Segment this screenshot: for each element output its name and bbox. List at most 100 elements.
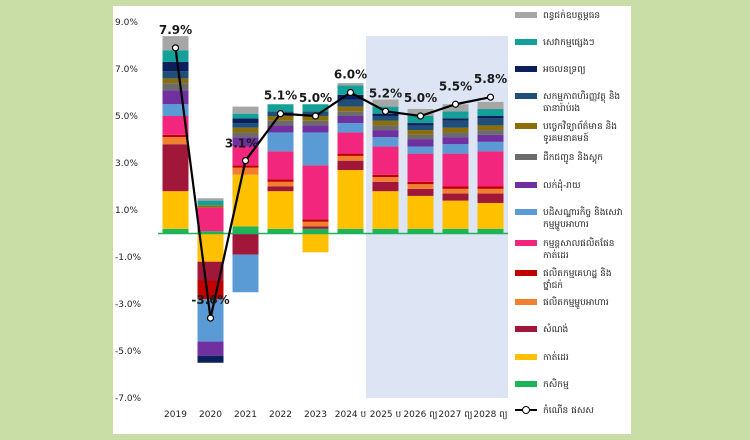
- legend-swatch: [515, 123, 537, 129]
- gdp-growth-label: 5.5%: [439, 79, 472, 93]
- bar-segment-3: [232, 233, 259, 255]
- legend-label: កម្មន្តសាលផលិតផែនកាត់ដេរ: [543, 239, 615, 261]
- y-tick-label: 3.0%: [115, 159, 138, 169]
- bar-segment-1: [197, 231, 224, 234]
- legend-swatch: [515, 12, 537, 18]
- x-tick-label: 2028 ព្យ: [473, 410, 507, 420]
- bar-segment-8: [197, 341, 224, 356]
- bar-segment-3: [302, 226, 329, 229]
- bar-segment-5: [267, 179, 294, 182]
- bar-segment-9: [162, 83, 189, 91]
- bar-segment-12: [477, 116, 504, 119]
- x-tick-label: 2021: [234, 410, 257, 420]
- legend-label: បដិសណ្ឋារកិច្ច និងសេវាកម្មម្ហូបអាហារ: [543, 208, 623, 230]
- legend-swatch: [515, 240, 537, 246]
- bar-segment-10: [162, 78, 189, 84]
- x-tick-label: 2023: [304, 410, 327, 420]
- bar-segment-13: [267, 104, 294, 112]
- legend-swatch: [515, 354, 537, 360]
- legend-label: បច្ចេកវិទ្យាព័ត៌មាន និងទូរគមនាគមន៍: [543, 122, 617, 144]
- bar-segment-9: [407, 134, 434, 140]
- bar-segment-11: [407, 125, 434, 131]
- bar-segment-1: [372, 228, 399, 234]
- bar-segment-13: [197, 200, 224, 206]
- legend-label: កសិកម្ម: [543, 380, 569, 390]
- bar-segment-2: [302, 233, 329, 253]
- bar-segment-9: [302, 120, 329, 126]
- bar-segment-4: [442, 188, 469, 194]
- legend-label: លក់ដុំ-រាយ: [543, 181, 581, 191]
- legend-label: សកម្មភាពហិរញ្ញវត្ថុ និងធានារ៉ាប់រង: [543, 92, 621, 114]
- gdp-growth-label: 6.0%: [334, 68, 367, 82]
- bar-segment-11: [337, 99, 364, 107]
- bar-segment-10: [407, 130, 434, 135]
- y-tick-label: 9.0%: [115, 18, 138, 28]
- bar-segment-10: [372, 120, 399, 126]
- bar-segment-7: [302, 132, 329, 166]
- bar-segment-1: [162, 228, 189, 234]
- bar-segment-4: [372, 177, 399, 182]
- bar-segment-9: [477, 130, 504, 135]
- x-tick-label: 2025 ប: [370, 410, 402, 420]
- bar-segment-3: [372, 181, 399, 192]
- bar-segment-8: [407, 139, 434, 147]
- bar-segment-8: [442, 137, 469, 145]
- bar-segment-14: [337, 83, 364, 86]
- gdp-growth-label: 5.0%: [404, 91, 437, 105]
- y-tick-label: -3.0%: [115, 300, 142, 310]
- bar-segment-5: [162, 134, 189, 138]
- bar-segment-7: [267, 132, 294, 152]
- legend-label: សំណង់: [543, 325, 569, 335]
- bar-segment-11: [477, 118, 504, 126]
- bar-segment-2: [267, 191, 294, 229]
- bar-segment-12: [337, 94, 364, 100]
- bar-segment-13: [442, 111, 469, 119]
- bar-segment-1: [232, 226, 259, 234]
- legend-swatch: [515, 39, 537, 45]
- bar-segment-2: [372, 191, 399, 229]
- gdp-growth-label: 5.8%: [474, 72, 507, 86]
- gdp-growth-label: 7.9%: [159, 23, 192, 37]
- bar-segment-4: [407, 184, 434, 189]
- bar-segment-3: [477, 193, 504, 203]
- bar-segment-8: [302, 125, 329, 133]
- bar-segment-5: [372, 174, 399, 178]
- bar-segment-1: [337, 228, 364, 234]
- legend-swatch: [515, 326, 537, 332]
- legend-marker-icon: [522, 406, 530, 414]
- bar-segment-9: [337, 111, 364, 116]
- bar-segment-10: [232, 127, 259, 133]
- bar-segment-1: [477, 228, 504, 234]
- bar-segment-4: [267, 181, 294, 187]
- bar-segment-2: [442, 200, 469, 229]
- bar-segment-9: [232, 132, 259, 138]
- legend-swatch: [515, 93, 537, 99]
- bar-segment-6: [407, 153, 434, 182]
- bar-segment-12: [232, 118, 259, 124]
- bar-segment-11: [232, 123, 259, 128]
- legend-label: សេវាកម្មផ្សេងៗ: [543, 38, 595, 48]
- legend-label: ដឹកជញ្ជូន និងស្តុក: [543, 153, 603, 163]
- bar-segment-4: [232, 167, 259, 175]
- bar-segment-5: [442, 186, 469, 189]
- gdp-growth-point: [416, 112, 425, 120]
- bar-segment-13: [232, 113, 259, 119]
- gdp-growth-label: 5.2%: [369, 86, 402, 100]
- bar-segment-14: [477, 101, 504, 109]
- bar-segment-4: [337, 155, 364, 161]
- y-tick-label: 7.0%: [115, 65, 138, 75]
- bar-segment-8: [162, 90, 189, 105]
- bar-segment-1: [442, 228, 469, 234]
- bar-segment-7: [477, 141, 504, 152]
- bar-segment-8: [372, 130, 399, 138]
- bar-segment-4: [477, 188, 504, 194]
- x-tick-label: 2019: [164, 410, 187, 420]
- gdp-growth-point: [346, 88, 355, 97]
- bar-segment-12: [197, 355, 224, 363]
- gdp-growth-point: [171, 44, 180, 52]
- legend-label: កាត់ដេរ: [543, 353, 569, 363]
- gdp-growth-label: -3.6%: [191, 293, 229, 307]
- bar-segment-12: [407, 123, 434, 126]
- y-tick-label: 5.0%: [115, 112, 138, 122]
- x-tick-label: 2027 ព្យ: [438, 410, 472, 420]
